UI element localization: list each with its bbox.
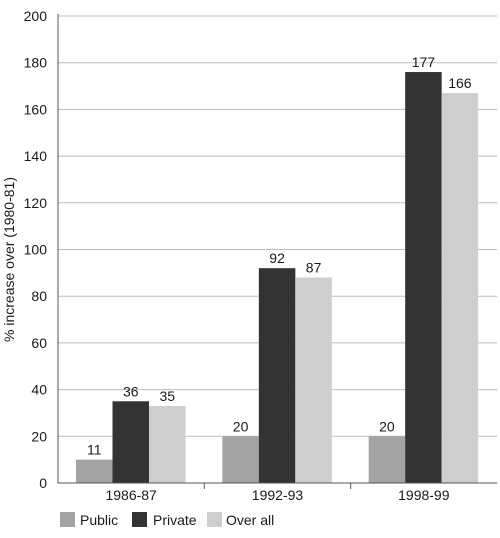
y-axis-title: % increase over (1980-81): [1, 177, 17, 342]
data-label: 20: [233, 418, 249, 434]
y-tick-label: 140: [24, 148, 48, 164]
legend-swatch: [132, 512, 147, 527]
y-tick-label: 0: [39, 475, 47, 491]
legend: Public Private Over all: [60, 512, 274, 528]
x-category-label: 1986-87: [105, 487, 157, 503]
gridlines: [58, 15, 497, 437]
bar-over-all: [441, 93, 479, 484]
y-tick-label: 180: [24, 55, 48, 71]
data-label: 35: [159, 388, 175, 404]
y-tick-label: 120: [24, 195, 48, 211]
y-tick-label: 40: [31, 382, 47, 398]
bar-private: [405, 72, 442, 483]
legend-swatch: [60, 512, 75, 527]
data-labels: 11 36 35 20 92 87 20 177 166: [87, 54, 472, 458]
data-label: 177: [412, 54, 436, 70]
bar-public: [76, 459, 113, 483]
bar-public: [368, 436, 406, 483]
legend-label: Private: [153, 512, 197, 528]
data-label: 20: [379, 418, 395, 434]
y-tick-label: 60: [31, 335, 47, 351]
y-tick-label: 80: [31, 288, 47, 304]
data-label: 36: [123, 383, 139, 399]
axes: 0 20 40 60 80 100 120 140 160 180 200 1986-87 1992-9…: [24, 8, 497, 503]
bar-private: [258, 268, 296, 483]
bar-over-all: [295, 277, 332, 483]
data-label: 11: [87, 442, 102, 458]
x-category-label: 1992-93: [252, 487, 304, 503]
bar-private: [112, 401, 149, 483]
bar-public: [222, 436, 259, 483]
bars: [76, 72, 479, 484]
legend-swatch: [207, 512, 222, 527]
y-tick-label: 160: [24, 101, 48, 117]
data-label: 87: [306, 260, 322, 276]
bar-over-all: [149, 405, 186, 483]
legend-label: Public: [80, 512, 118, 528]
legend-label: Over all: [226, 512, 274, 528]
x-category-label: 1998-99: [398, 487, 450, 503]
data-label: 92: [269, 250, 285, 266]
data-label: 166: [448, 75, 472, 91]
y-tick-label: 200: [24, 8, 48, 24]
y-tick-label: 100: [24, 242, 48, 258]
y-tick-label: 20: [31, 428, 47, 444]
